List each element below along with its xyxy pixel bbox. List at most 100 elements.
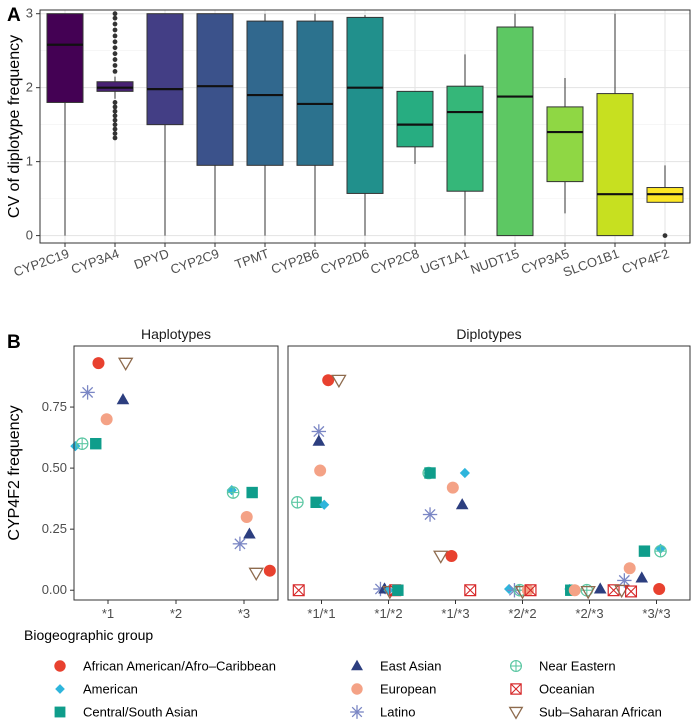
data-point <box>331 374 347 389</box>
facet-border <box>287 345 691 601</box>
facet-plot-area <box>288 346 690 600</box>
box-outlier <box>112 131 118 136</box>
box-outlier <box>112 117 118 123</box>
data-point <box>464 584 477 597</box>
data-point <box>617 573 632 588</box>
marker-circle <box>445 550 458 563</box>
x-tick-label-a: CYP2C8 <box>368 246 421 277</box>
x-tick-label-a: CYP2B6 <box>269 246 321 277</box>
box-outlier <box>112 51 118 57</box>
data-point <box>607 584 620 597</box>
box-outlier <box>112 33 118 39</box>
box-body <box>346 16 384 194</box>
data-point <box>625 585 638 598</box>
x-tick-label-b: *1/*1 <box>307 606 335 621</box>
box-slco1b1 <box>596 13 634 237</box>
data-point <box>314 464 327 477</box>
legend-label: Sub–Saharan African <box>539 705 662 720</box>
marker-diamond <box>70 441 81 452</box>
x-tick-label-a: CYP2C9 <box>168 246 221 277</box>
data-point <box>613 584 630 599</box>
marker-box-x <box>607 584 620 597</box>
marker-asterisk-stroke <box>351 706 363 718</box>
legend-key <box>351 659 363 671</box>
facet-diplotypes: Diplotypes *1/*1 *1/*2 *1/*3 *2/*2 *2/*3 *3/*3 <box>287 326 691 621</box>
box-body <box>496 26 534 237</box>
data-point <box>455 498 469 510</box>
marker-asterisk-stroke <box>618 574 630 587</box>
data-point <box>638 545 651 557</box>
box-outlier <box>112 57 118 62</box>
marker-diamond <box>504 583 515 595</box>
marker-triangle <box>116 393 130 405</box>
data-point <box>312 434 326 446</box>
y-tick-label-a: 2 <box>26 80 33 95</box>
box-cyp2c8 <box>396 90 434 164</box>
data-point <box>70 441 81 452</box>
box-outlier <box>112 108 118 114</box>
marker-circle <box>314 464 327 477</box>
x-tick-label-b: *3/*3 <box>642 606 670 621</box>
marker-triangle-down <box>580 586 596 600</box>
marker-triangle <box>351 659 363 671</box>
marker-box-x <box>524 584 537 597</box>
box-body <box>196 13 234 166</box>
x-tick-label-a: CYP2C19 <box>12 246 71 280</box>
box-body <box>546 106 584 183</box>
box-ugt1a1 <box>446 54 484 236</box>
box-outlier <box>112 15 118 21</box>
data-point <box>116 393 130 405</box>
y-tick-label-b: 0.25 <box>42 521 67 536</box>
marker-circle <box>623 562 636 575</box>
x-tick-label-b: *1/*2 <box>374 606 402 621</box>
legend-label: African American/Afro–Caribbean <box>83 659 276 674</box>
legend-item: American <box>55 682 138 697</box>
data-point <box>92 357 105 370</box>
box-outlier <box>112 113 118 119</box>
legend-key <box>55 684 65 694</box>
box-cyp3a4 <box>96 11 134 141</box>
x-tick-label-a: DPYD <box>132 246 171 272</box>
facet-plot-area <box>74 346 278 600</box>
facet-title: Diplotypes <box>456 326 521 342</box>
box-body <box>96 81 134 92</box>
data-point <box>623 562 636 575</box>
legend: Biogeographic group African American/Afro… <box>24 627 662 720</box>
box-body <box>46 13 84 103</box>
data-point <box>226 484 237 496</box>
data-point <box>524 584 537 597</box>
marker-box-x-d2 <box>510 683 522 695</box>
marker-asterisk-stroke <box>82 386 94 398</box>
box-outlier <box>112 39 118 45</box>
data-point <box>593 582 607 594</box>
data-point <box>322 374 335 387</box>
marker-diamond <box>459 467 470 479</box>
marker-circle <box>446 481 459 494</box>
legend-label: Central/South Asian <box>83 705 198 720</box>
marker-square <box>90 437 102 450</box>
legend-label: Near Eastern <box>539 659 616 674</box>
marker-box-x-d2 <box>625 585 637 598</box>
marker-circle <box>100 413 113 426</box>
legend-label: European <box>380 682 436 697</box>
marker-box-x-d2 <box>464 584 477 597</box>
x-tick-label-a: CYP4F2 <box>620 246 671 277</box>
marker-asterisk-stroke <box>234 538 246 550</box>
marker-circle <box>54 660 66 672</box>
marker-diamond <box>383 585 394 596</box>
data-point <box>654 544 667 558</box>
marker-triangle <box>312 434 326 446</box>
marker-triangle-down <box>508 706 524 720</box>
data-point <box>392 584 404 596</box>
box-cyp2c19 <box>46 13 84 236</box>
legend-key <box>510 683 522 695</box>
panel-b-letter: B <box>7 332 21 353</box>
data-point <box>568 584 581 597</box>
facet-title: Haplotypes <box>141 326 211 342</box>
legend-item: Oceanian <box>510 682 595 697</box>
box-cyp3a5 <box>546 78 584 214</box>
marker-diamond <box>226 484 237 496</box>
box-tpmt <box>246 13 284 236</box>
marker-square <box>392 584 404 596</box>
